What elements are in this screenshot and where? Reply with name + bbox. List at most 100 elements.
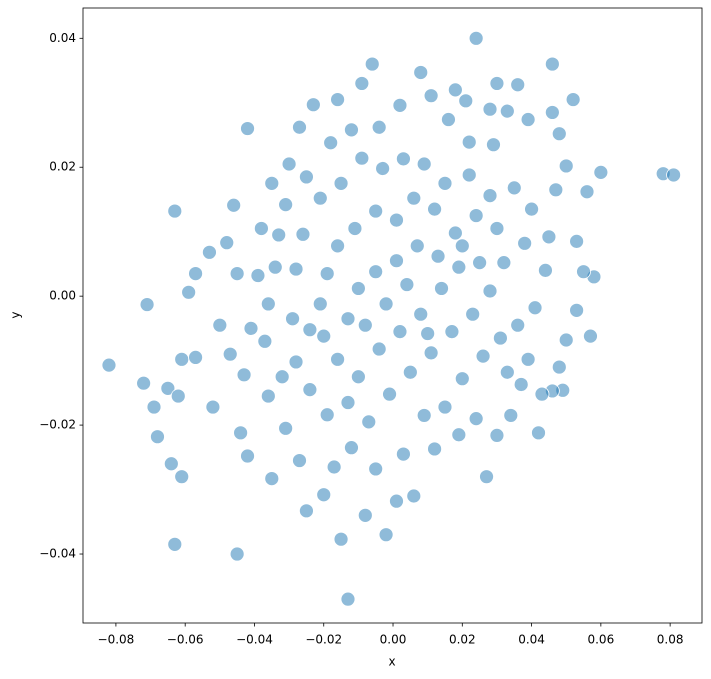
point	[416, 408, 432, 423]
point	[295, 226, 311, 242]
point	[482, 101, 498, 117]
point	[136, 375, 152, 391]
point	[146, 399, 162, 415]
point	[475, 348, 491, 364]
x-tick-label: 0.02	[449, 633, 476, 647]
point	[513, 377, 529, 392]
plot-frame	[82, 7, 703, 624]
point	[520, 351, 536, 367]
point	[458, 93, 474, 109]
point	[253, 221, 269, 236]
point	[472, 255, 488, 271]
point	[583, 328, 598, 344]
point	[499, 103, 515, 119]
point	[444, 324, 460, 340]
y-tick-label: 0.00	[49, 289, 76, 303]
point	[347, 221, 363, 236]
point	[101, 357, 117, 373]
point	[305, 97, 321, 113]
point	[531, 425, 546, 441]
point	[354, 76, 370, 91]
point	[240, 448, 255, 464]
x-tick-label: 0.04	[518, 633, 545, 647]
point	[579, 184, 595, 200]
point	[482, 188, 498, 203]
point	[416, 156, 432, 172]
x-tick-label: −0.08	[98, 633, 135, 647]
point	[167, 203, 183, 219]
point	[340, 395, 356, 410]
point	[292, 453, 307, 468]
point	[496, 255, 512, 271]
point	[340, 311, 356, 327]
point	[364, 56, 380, 72]
point	[233, 425, 249, 441]
point	[569, 233, 585, 249]
point	[226, 197, 242, 213]
point	[368, 203, 384, 219]
point	[406, 190, 422, 206]
point	[188, 266, 203, 281]
point	[368, 461, 384, 477]
point	[447, 225, 463, 241]
point	[170, 388, 186, 404]
point	[399, 277, 415, 292]
x-tick-label: −0.06	[167, 633, 204, 647]
point	[558, 158, 574, 174]
point	[264, 175, 280, 191]
point	[461, 167, 477, 183]
point	[357, 507, 373, 523]
point	[427, 441, 442, 457]
point	[441, 112, 456, 127]
x-axis-label: x	[388, 655, 395, 669]
x-tick-label: 0.08	[657, 633, 684, 647]
point	[420, 326, 436, 341]
point	[202, 244, 217, 260]
point	[454, 238, 470, 254]
point	[371, 341, 387, 357]
point	[489, 76, 505, 91]
point	[468, 411, 484, 427]
point	[333, 175, 349, 191]
point	[319, 266, 335, 281]
point	[666, 167, 681, 183]
y-tick-label: −0.02	[39, 418, 76, 432]
point	[482, 283, 498, 299]
y-tick-label: 0.02	[49, 160, 76, 174]
point	[371, 119, 387, 135]
point	[302, 322, 318, 338]
point	[316, 487, 332, 503]
point	[222, 346, 238, 362]
point	[316, 328, 332, 344]
point	[517, 235, 533, 251]
point	[437, 175, 453, 191]
point	[319, 407, 335, 423]
point	[499, 364, 515, 380]
point	[299, 503, 314, 519]
point	[354, 150, 370, 166]
point	[285, 311, 300, 327]
point	[267, 259, 283, 275]
point	[378, 527, 394, 543]
point	[299, 169, 314, 185]
point	[451, 427, 467, 443]
point	[551, 359, 567, 375]
point	[396, 151, 411, 167]
point	[278, 197, 294, 213]
point	[479, 469, 494, 485]
x-tick-label: −0.02	[305, 633, 342, 647]
point	[538, 262, 553, 278]
point	[344, 122, 359, 138]
point	[163, 456, 179, 472]
point	[278, 420, 294, 436]
point	[160, 380, 176, 396]
point	[330, 92, 345, 107]
point	[447, 82, 463, 98]
point	[302, 382, 318, 398]
point	[544, 56, 560, 72]
point	[423, 88, 439, 104]
point	[264, 471, 280, 486]
point	[357, 317, 373, 333]
point	[330, 238, 345, 254]
point	[167, 536, 183, 552]
